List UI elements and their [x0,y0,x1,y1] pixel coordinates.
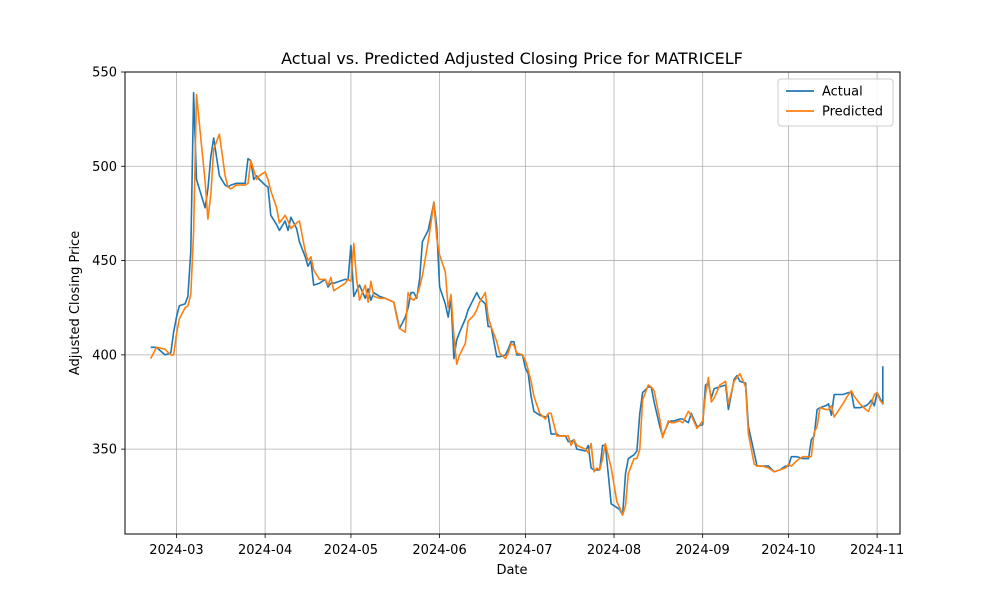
y-tick-label: 350 [92,443,117,458]
x-tick-label: 2024-03 [149,543,203,558]
chart-title: Actual vs. Predicted Adjusted Closing Pr… [281,49,743,68]
legend-label-predicted: Predicted [822,105,883,120]
y-tick-label: 450 [92,254,117,269]
series-line-predicted [149,93,884,516]
y-axis: 350 400 450 500 550 [92,66,125,458]
y-tick-label: 550 [92,66,117,81]
x-axis-label: Date [496,563,527,578]
x-tick-label: 2024-04 [238,543,292,558]
legend-label-actual: Actual [822,85,863,100]
x-tick-label: 2024-07 [498,543,552,558]
x-tick-label: 2024-08 [587,543,641,558]
x-tick-label: 2024-09 [676,543,730,558]
series-lines [149,91,884,516]
x-tick-label: 2024-06 [412,543,466,558]
x-tick-label: 2024-11 [850,543,904,558]
y-tick-label: 400 [92,348,117,363]
x-axis: 2024-03 2024-04 2024-05 2024-06 2024-07 2024-… [149,534,904,558]
x-tick-label: 2024-10 [761,543,815,558]
legend: Actual Predicted [777,78,894,127]
y-axis-label: Adjusted Closing Price [68,231,83,375]
plot-frame [124,71,901,535]
y-tick-label: 500 [92,160,117,175]
x-tick-label: 2024-05 [324,543,378,558]
